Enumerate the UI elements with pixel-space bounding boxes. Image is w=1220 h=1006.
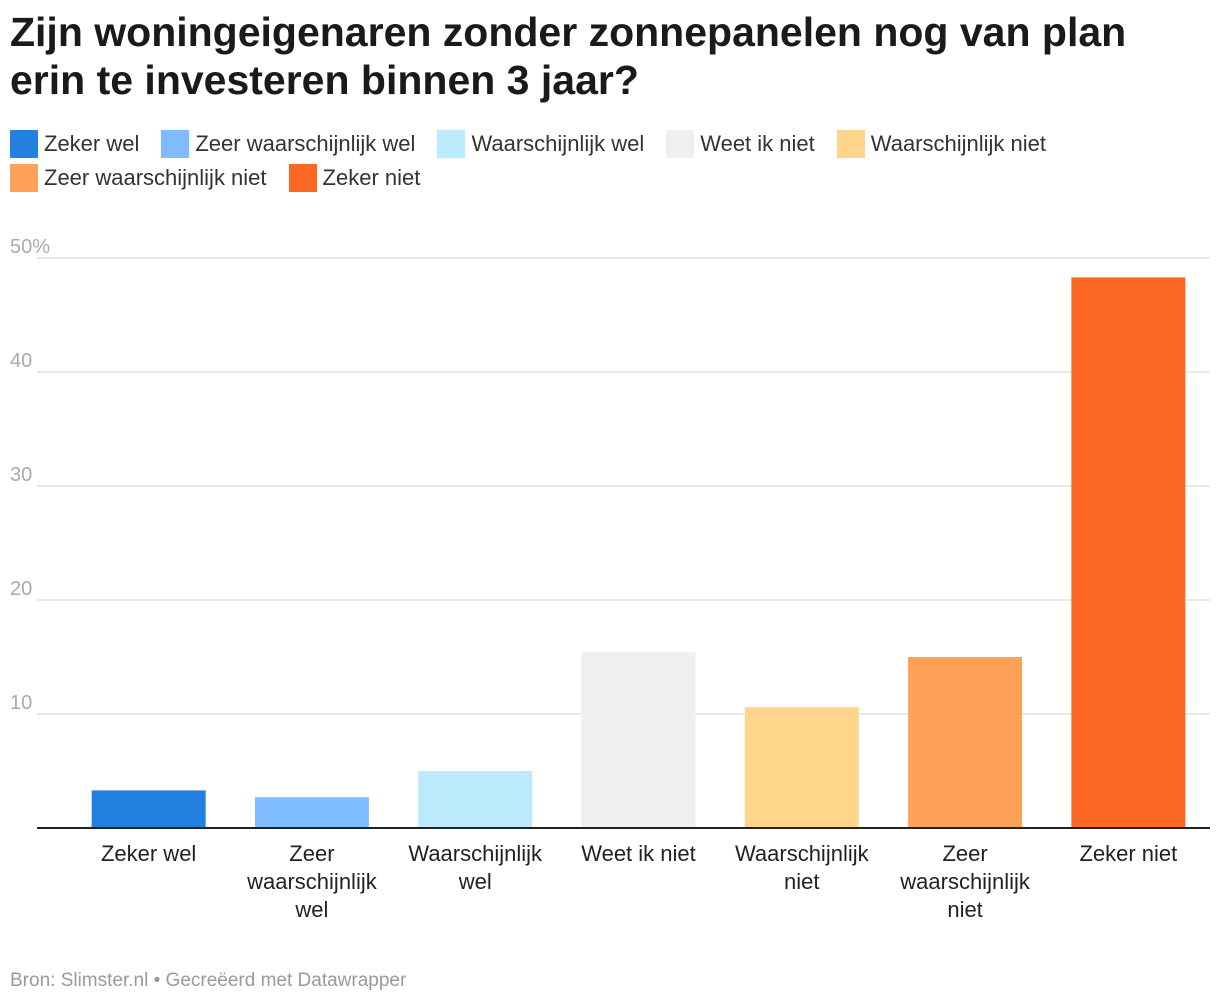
bar: [1071, 277, 1186, 828]
x-tick-label-line: waarschijnlijk: [246, 869, 378, 894]
legend-swatch: [288, 164, 317, 192]
y-tick-label: 30: [10, 464, 32, 486]
legend-label: Waarschijnlijk niet: [870, 131, 1047, 156]
x-tick-label-line: Zeker niet: [1079, 841, 1177, 866]
y-tick-label: 50%: [10, 236, 50, 258]
x-tick-label-line: waarschijnlijk: [899, 869, 1031, 894]
x-tick-label-line: wel: [294, 897, 328, 922]
x-tick-label-line: Waarschijnlijk: [735, 841, 870, 866]
legend-swatch: [437, 130, 466, 158]
x-tick-label-line: Zeer: [289, 841, 334, 866]
x-tick-label: Weet ik niet: [581, 841, 696, 866]
x-tick-label: Zeker niet: [1079, 841, 1177, 866]
y-tick-label: 20: [10, 578, 32, 600]
x-tick-label-line: niet: [784, 869, 819, 894]
legend-label: Zeker niet: [322, 165, 421, 190]
x-tick-label: Waarschijnlijk niet: [735, 841, 870, 894]
legend-item: Waarschijnlijk niet: [836, 130, 1047, 158]
x-tick-label: Zeker wel: [101, 841, 196, 866]
bar: [254, 797, 369, 828]
legend-item: Weet ik niet: [666, 130, 815, 158]
legend-swatch: [10, 164, 38, 192]
bar: [744, 707, 859, 828]
legend-label: Waarschijnlijk wel: [471, 131, 645, 156]
legend-swatch: [666, 130, 695, 158]
x-tick-label-line: Zeer: [942, 841, 987, 866]
bar: [418, 771, 533, 828]
legend-item: Zeker niet: [288, 164, 421, 192]
legend-swatch: [836, 130, 865, 158]
chart-title: Zijn woningeigenaren zonder zonnepanelen…: [10, 9, 1127, 103]
legend-item: Zeer waarschijnlijk wel: [161, 130, 415, 158]
x-tick-label-line: Zeker wel: [101, 841, 196, 866]
y-tick-label: 40: [10, 350, 32, 372]
legend-swatch: [10, 130, 38, 158]
legend-label: Zeker wel: [44, 131, 140, 156]
x-tick-label-line: Weet ik niet: [581, 841, 696, 866]
legend-item: Waarschijnlijk wel: [437, 130, 644, 158]
legend-item: Zeer waarschijnlijk niet: [10, 164, 267, 192]
x-tick-label: Waarschijnlijk wel: [408, 841, 543, 894]
x-tick-label-line: wel: [458, 869, 492, 894]
y-tick-label: 10: [10, 692, 32, 714]
x-tick-label-line: niet: [947, 897, 982, 922]
legend-label: Weet ik niet: [700, 131, 815, 156]
x-tick-label: Zeer waarschijnlijk wel: [246, 841, 378, 922]
bar-chart: 10 20 30 40 50% Zeker wel Zeer waarschijnlijk we…: [10, 236, 1210, 922]
bar: [581, 652, 696, 828]
legend-label: Zeer waarschijnlijk wel: [195, 131, 416, 156]
bar: [908, 657, 1023, 828]
bar: [91, 790, 206, 828]
source-footer: Bron: Slimster.nl • Gecreëerd met Datawr…: [10, 970, 407, 991]
legend: Zeker wel Zeer waarschijnlijk wel Waarsc…: [10, 130, 1210, 192]
legend-label: Zeer waarschijnlijk niet: [44, 165, 267, 190]
legend-item: Zeker wel: [10, 130, 139, 158]
x-tick-label: Zeer waarschijnlijk niet: [899, 841, 1031, 922]
x-tick-label-line: Waarschijnlijk: [408, 841, 543, 866]
legend-swatch: [161, 130, 190, 158]
